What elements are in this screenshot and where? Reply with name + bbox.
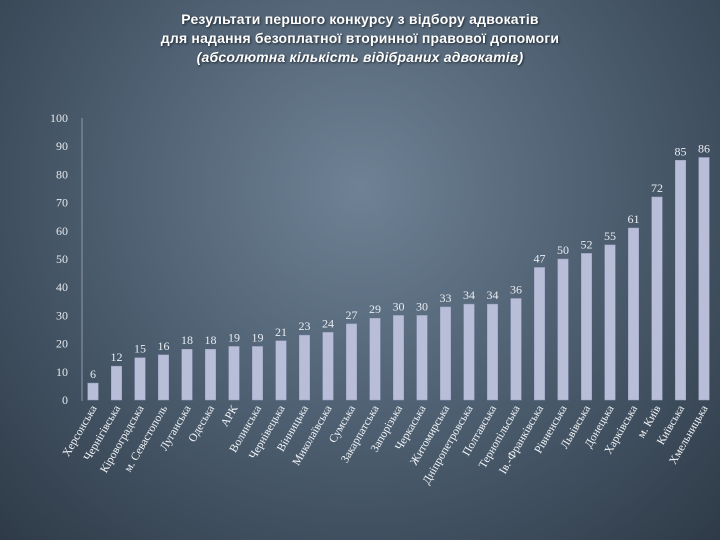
- chart-title-line-2: для надання безоплатної вторинної правов…: [160, 30, 560, 46]
- y-tick-label: 50: [56, 252, 68, 266]
- bar: [275, 340, 287, 401]
- bar: [111, 365, 122, 401]
- value-label: 30: [416, 299, 428, 313]
- value-label: 72: [651, 181, 663, 195]
- category-label: АРК: [219, 403, 241, 429]
- y-tick-label: 70: [56, 196, 68, 210]
- chart-title-line-3: (абсолютна кількість відібраних адвокаті…: [196, 49, 524, 65]
- bar: [134, 357, 146, 401]
- bar: [393, 315, 404, 401]
- bar: [299, 334, 310, 401]
- bar: [322, 332, 334, 401]
- value-label: 86: [698, 141, 710, 155]
- bar: [557, 258, 569, 401]
- value-label: 55: [604, 229, 616, 243]
- bar: [228, 346, 240, 401]
- value-label: 27: [346, 308, 358, 322]
- value-label: 36: [510, 282, 522, 296]
- chart-title-line-1: Результати першого конкурсу з відбору ад…: [181, 11, 539, 27]
- value-label: 30: [393, 299, 405, 313]
- y-tick-label: 60: [56, 224, 68, 238]
- value-label: 24: [322, 316, 334, 330]
- bar: [346, 323, 357, 401]
- value-label: 50: [557, 243, 569, 257]
- value-label: 23: [299, 319, 311, 333]
- y-tick-label: 10: [56, 365, 68, 379]
- y-tick-label: 20: [56, 337, 68, 351]
- y-tick-label: 40: [56, 280, 68, 294]
- value-label: 16: [158, 339, 170, 353]
- bar: [604, 244, 616, 401]
- value-label: 34: [487, 288, 499, 302]
- bar: [369, 317, 381, 401]
- bar: [158, 354, 169, 401]
- value-label: 18: [181, 333, 193, 347]
- bar: [252, 346, 263, 401]
- value-label: 33: [440, 291, 452, 305]
- bar: [87, 382, 99, 401]
- bar: [675, 160, 686, 401]
- bar: [510, 298, 522, 401]
- y-tick-label: 80: [56, 167, 68, 181]
- bar: [416, 315, 428, 401]
- bar: [487, 303, 498, 401]
- value-label: 18: [205, 333, 217, 347]
- y-tick-label: 0: [62, 393, 68, 407]
- bar: [628, 227, 639, 401]
- value-label: 19: [228, 330, 240, 344]
- chart-title: Результати першого конкурсу з відбору ад…: [0, 10, 720, 67]
- bar: [181, 348, 193, 401]
- bar: [463, 303, 475, 401]
- bar: [581, 253, 592, 401]
- value-label: 29: [369, 302, 381, 316]
- value-label: 47: [534, 251, 546, 265]
- value-label: 15: [134, 342, 146, 356]
- value-label: 61: [628, 212, 640, 226]
- bar: [205, 348, 216, 401]
- value-label: 34: [463, 288, 475, 302]
- value-label: 19: [252, 330, 264, 344]
- y-tick-label: 30: [56, 308, 68, 322]
- bar: [651, 196, 663, 401]
- y-tick-label: 90: [56, 139, 68, 153]
- bar: [698, 157, 710, 401]
- y-tick-label: 100: [50, 111, 68, 125]
- value-label: 21: [275, 325, 287, 339]
- value-label: 52: [581, 237, 593, 251]
- bar: [440, 306, 451, 401]
- value-label: 6: [90, 367, 96, 381]
- value-label: 12: [111, 350, 123, 364]
- bar: [534, 267, 545, 401]
- value-label: 85: [675, 144, 687, 158]
